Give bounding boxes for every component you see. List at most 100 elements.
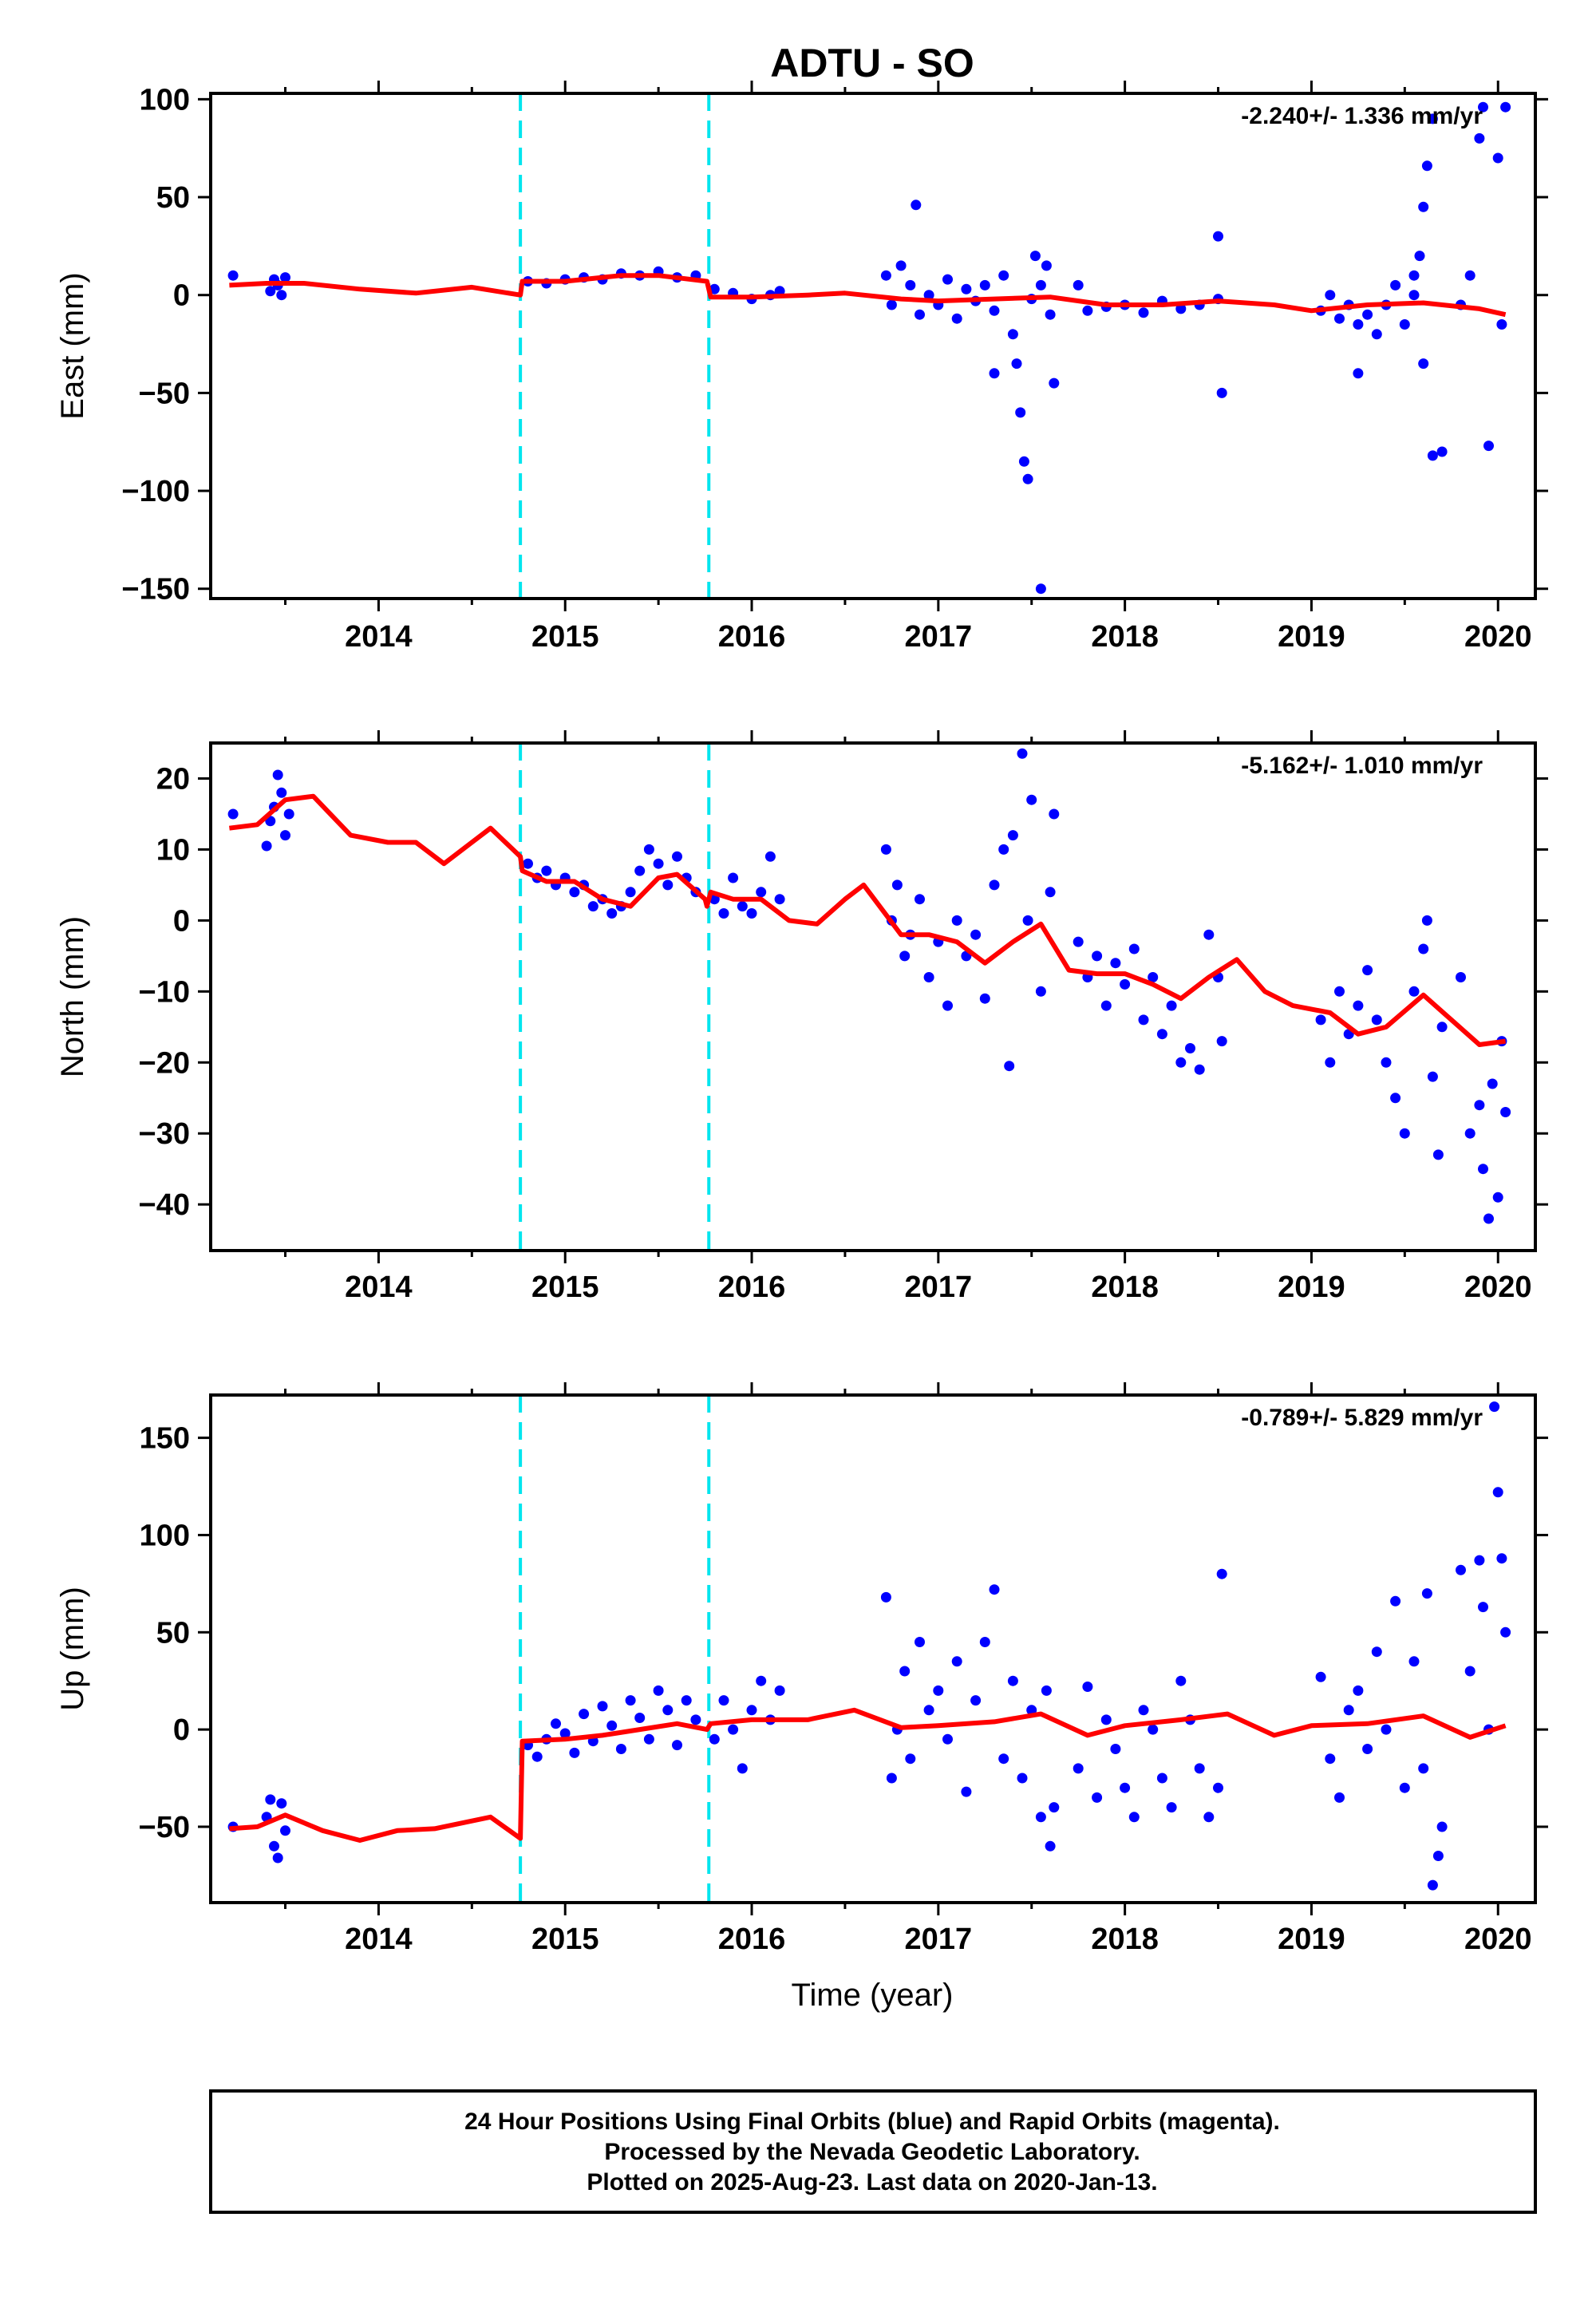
up-data-point: [625, 1695, 636, 1706]
up-data-point: [1213, 1782, 1223, 1793]
east-data-point: [923, 290, 934, 301]
east-data-point: [1015, 407, 1026, 418]
east-data-point: [989, 305, 1000, 316]
up-data-point: [1334, 1792, 1345, 1803]
north-data-point: [283, 808, 294, 820]
north-y-tick-label: 20: [156, 762, 190, 796]
north-data-point: [276, 787, 287, 798]
north-data-point: [998, 844, 1009, 855]
north-data-point: [1371, 1014, 1382, 1026]
north-model-line: [229, 793, 1507, 1047]
east-data-point: [905, 279, 916, 290]
footer-box: [209, 2089, 1537, 2214]
east-data-point: [276, 290, 287, 301]
east-x-tick-label: 2015: [531, 620, 599, 654]
north-data-point: [1128, 943, 1140, 954]
up-data-point: [718, 1695, 729, 1706]
east-y-axis-title: East (mm): [55, 272, 90, 419]
east-model-line: [229, 273, 1507, 318]
east-data-point: [1007, 329, 1018, 340]
east-data-point: [1213, 231, 1223, 242]
north-data-point: [970, 929, 982, 940]
east-x-tick-label: 2018: [1091, 620, 1159, 654]
east-data-point: [1175, 303, 1187, 314]
up-data-point: [265, 1794, 276, 1805]
north-y-tick-label: 0: [173, 904, 190, 938]
north-data-point: [737, 901, 748, 912]
east-data-point: [1418, 201, 1429, 212]
east-y-tick-label: 100: [140, 83, 190, 117]
east-data-point: [1049, 377, 1060, 389]
north-data-point: [1487, 1078, 1498, 1089]
north-y-tick-label: −10: [139, 975, 190, 1009]
up-data-point: [1128, 1812, 1140, 1823]
north-data-point: [728, 872, 739, 883]
east-data-point: [951, 313, 962, 324]
east-data-point: [1022, 473, 1033, 484]
up-x-tick-label: 2019: [1278, 1923, 1345, 1956]
up-data-point: [276, 1798, 287, 1809]
up-data-point: [961, 1786, 972, 1797]
up-data-point: [1110, 1744, 1121, 1754]
north-data-point: [625, 887, 636, 898]
east-data-point: [880, 270, 891, 281]
north-data-point: [1185, 1043, 1195, 1053]
north-panel: 2014 2015 2016 2017 2018 2019 202020100−10−20−…: [55, 730, 1548, 1304]
north-data-point: [1436, 1022, 1448, 1033]
up-data-point: [1045, 1840, 1056, 1852]
north-data-point: [1073, 936, 1084, 947]
up-data-point: [1041, 1685, 1052, 1696]
north-data-point: [1166, 1000, 1177, 1011]
up-data-point: [1456, 1564, 1466, 1575]
up-y-tick-label: −50: [139, 1811, 190, 1844]
east-data-point: [1045, 309, 1056, 320]
north-data-point: [1138, 1014, 1149, 1026]
north-data-point: [1432, 1149, 1444, 1160]
up-y-axis-title: Up (mm): [55, 1587, 90, 1711]
east-data-point: [1427, 113, 1438, 124]
east-data-point: [989, 368, 1000, 379]
east-data-point: [1436, 446, 1448, 457]
up-data-point: [551, 1718, 561, 1729]
north-data-point: [662, 879, 674, 891]
footer-line-2: Processed by the Nevada Geodetic Laborat…: [604, 2139, 1140, 2165]
north-data-point: [261, 840, 272, 852]
up-data-point: [1418, 1763, 1429, 1774]
up-data-point: [989, 1584, 1000, 1595]
north-data-point: [523, 858, 533, 869]
up-data-point: [1496, 1553, 1507, 1564]
east-y-tick-label: 0: [173, 279, 190, 313]
north-data-point: [1022, 915, 1033, 926]
east-data-point: [227, 270, 239, 281]
north-data-point: [746, 908, 757, 919]
up-data-point: [1156, 1773, 1167, 1784]
east-data-point: [1427, 450, 1438, 461]
east-data-point: [1018, 456, 1029, 467]
up-y-tick-label: 50: [156, 1616, 190, 1650]
north-data-point: [1334, 986, 1345, 997]
east-data-point: [265, 286, 276, 297]
north-data-point: [1421, 915, 1432, 926]
north-data-point: [272, 769, 283, 781]
north-data-point: [1399, 1128, 1410, 1139]
up-data-point: [597, 1701, 608, 1712]
north-data-point: [1216, 1036, 1227, 1047]
east-data-point: [1418, 358, 1429, 370]
up-data-point: [272, 1852, 283, 1863]
up-data-point: [998, 1753, 1009, 1765]
north-axis-frame: [209, 741, 1537, 1252]
up-data-point: [933, 1685, 944, 1696]
up-data-point: [1353, 1685, 1364, 1696]
up-data-point: [1148, 1724, 1159, 1735]
north-data-point: [672, 851, 682, 862]
up-data-point: [899, 1666, 911, 1677]
north-points: [227, 748, 1511, 1224]
footer-line-3: Plotted on 2025-Aug-23. Last data on 202…: [587, 2169, 1157, 2195]
north-y-axis-title: North (mm): [55, 916, 90, 1077]
north-data-point: [1315, 1014, 1326, 1026]
up-data-point: [905, 1753, 916, 1765]
east-data-point: [886, 299, 897, 310]
up-data-point: [951, 1656, 962, 1667]
up-data-point: [1390, 1595, 1401, 1607]
east-data-point: [1408, 290, 1420, 301]
